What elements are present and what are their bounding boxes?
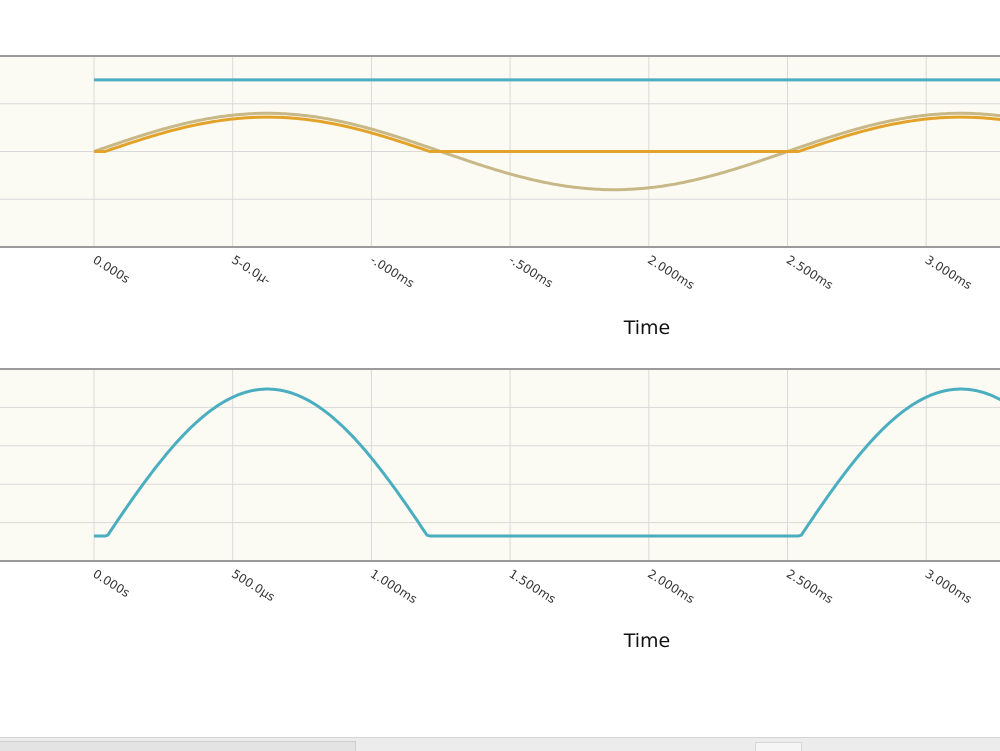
x-tick-label: 5-0.0µ- <box>229 253 273 288</box>
x-tick-label: 2.500ms <box>784 567 836 607</box>
chart-panel-1: 0.000s 5-0.0µ- -.000ms -.500ms 2.000ms 2.500m… <box>0 55 1000 339</box>
x-tick-label: 2.000ms <box>645 253 697 293</box>
x-axis-title: Time <box>623 317 671 339</box>
x-tick-label: 0.000s <box>90 567 132 600</box>
series-sine-input <box>93 111 1000 192</box>
x-axis-title: Time <box>623 630 671 652</box>
series-half-wave-output <box>94 115 1000 153</box>
x-tick-label: -.000ms <box>368 253 417 291</box>
x-tick-label: 1.500ms <box>507 567 559 607</box>
x-tick-label: 1.000ms <box>368 567 420 607</box>
x-tick-label: 2.000ms <box>645 567 697 607</box>
series-half-wave-pulses <box>94 387 1000 538</box>
bottom-tab-small[interactable] <box>755 742 802 751</box>
x-tick-label: 3.000ms <box>923 567 975 607</box>
plot-area <box>0 369 1000 561</box>
x-tick-label: 2.500ms <box>784 253 836 293</box>
x-tick-label: -.500ms <box>507 253 556 291</box>
chart-panel-2: 0.000s 500.0µs 1.000ms 1.500ms 2.000ms 2.500m… <box>0 368 1000 652</box>
x-tick-label: 500.0µs <box>229 567 277 604</box>
x-tick-label: 3.000ms <box>923 253 975 293</box>
x-tick-label: 0.000s <box>90 253 132 286</box>
bottom-tab[interactable] <box>0 741 356 751</box>
